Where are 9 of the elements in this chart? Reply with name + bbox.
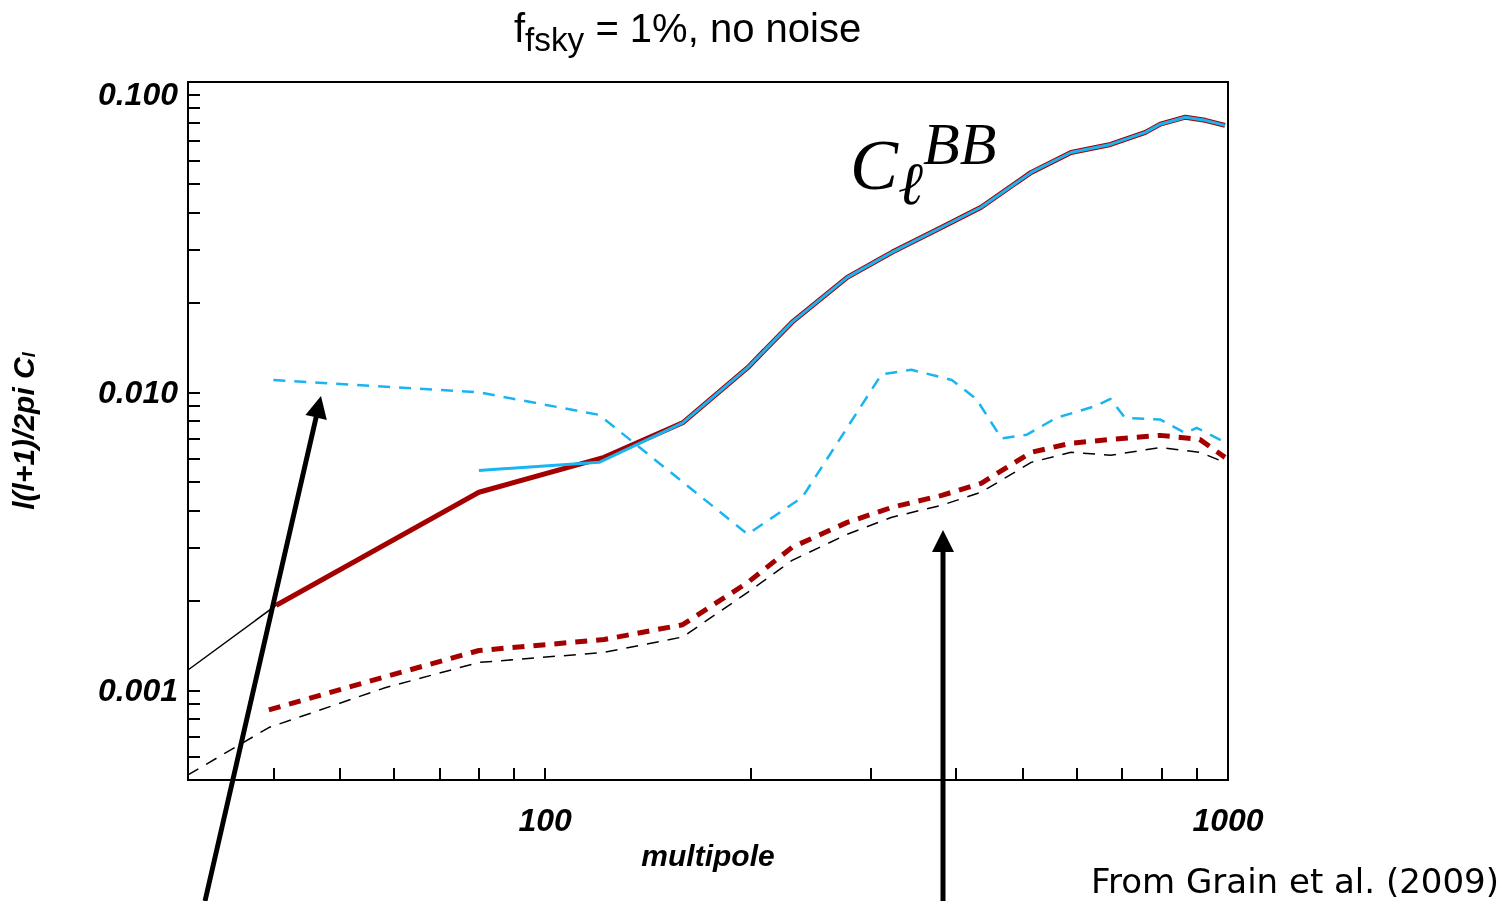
chart-title: f$_{fsky}$ = 1%, no noise [512, 6, 863, 59]
x-tick-label: 1000 [1192, 802, 1264, 838]
x-tick-label: 100 [518, 802, 572, 838]
x-axis-title: multipole [641, 839, 775, 873]
y-tick-label: 0.100 [97, 76, 179, 113]
y-axis-title: l(l+1)/2pi Cl [6, 351, 40, 510]
y-tick-label: 0.010 [97, 374, 179, 411]
y-tick-label: 0.001 [97, 672, 178, 709]
text: From Grain et al. (2009) [1090, 861, 1499, 901]
